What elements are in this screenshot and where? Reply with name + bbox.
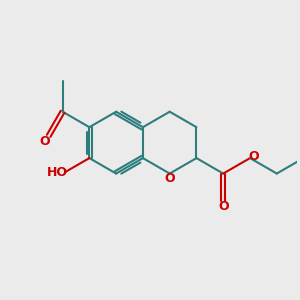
Text: HO: HO <box>46 166 68 178</box>
Text: O: O <box>164 172 175 185</box>
Text: O: O <box>40 135 50 148</box>
Text: O: O <box>218 200 229 213</box>
Text: O: O <box>248 150 259 163</box>
